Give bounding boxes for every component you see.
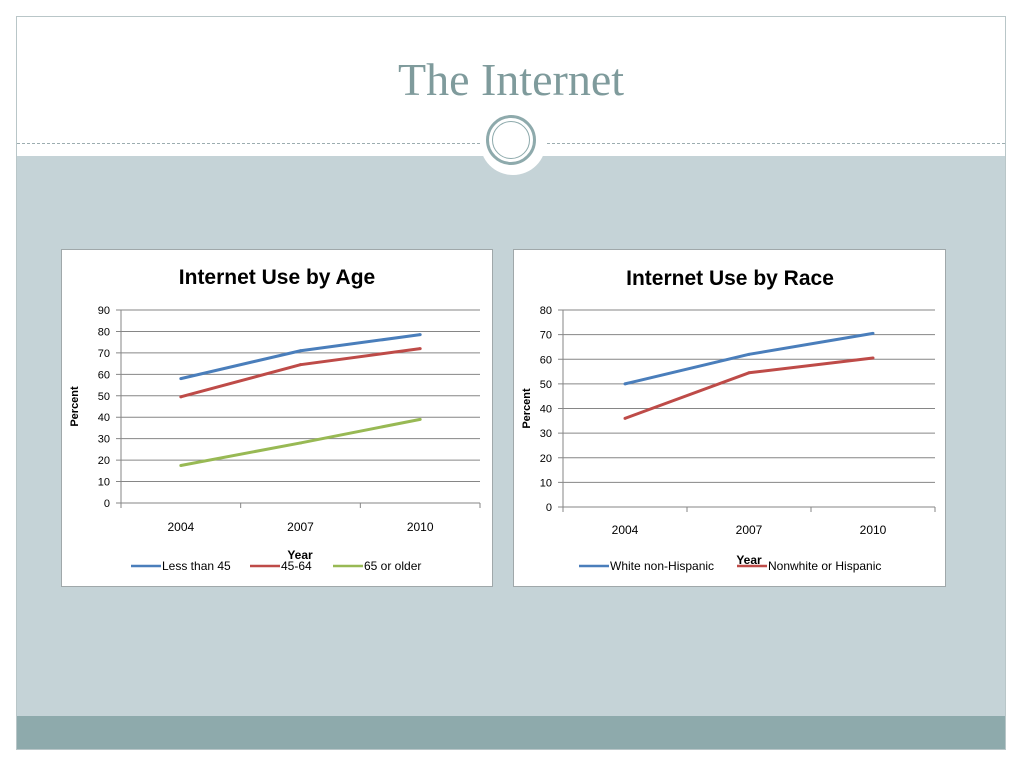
x-tick-label: 2010 <box>407 520 434 534</box>
y-tick-label: 90 <box>98 305 110 317</box>
data-point <box>871 331 875 335</box>
y-tick-label: 70 <box>98 348 110 360</box>
chart-age-svg: Internet Use by Age 0 10 20 30 40 50 60 70 80 90 20… <box>69 266 481 573</box>
chart-internet-use-by-race: Internet Use by Race 0 10 20 30 40 50 60 70 80 200… <box>513 249 946 587</box>
y-tick-label: 10 <box>540 477 552 489</box>
x-tick-label: 2010 <box>860 523 887 537</box>
data-point <box>747 371 751 375</box>
data-point <box>871 356 875 360</box>
series-line <box>624 356 874 420</box>
data-point <box>418 333 422 337</box>
ornament-inner-ring <box>492 121 530 159</box>
series-line <box>180 333 421 381</box>
y-tick-label: 80 <box>540 305 552 317</box>
y-tick-label: 0 <box>546 502 552 514</box>
data-point <box>299 441 302 445</box>
y-tick-label: 80 <box>98 326 110 338</box>
y-tick-label: 40 <box>98 412 110 424</box>
series-line <box>180 347 421 399</box>
legend-label: 45-64 <box>281 559 312 573</box>
y-tick-label: 20 <box>540 453 552 465</box>
y-tick-label: 60 <box>540 354 552 366</box>
y-tick-label: 20 <box>98 455 110 467</box>
chart-race-svg: Internet Use by Race 0 10 20 30 40 50 60 70 80 200… <box>521 267 936 573</box>
y-tick-label: 70 <box>540 330 552 342</box>
y-tick-label: 10 <box>98 477 110 489</box>
x-axis-title: Year <box>736 553 762 567</box>
legend-label: 65 or older <box>364 559 421 573</box>
series-line <box>624 331 874 386</box>
data-point <box>179 463 183 467</box>
x-tick-label: 2007 <box>287 520 314 534</box>
slide-title: The Internet <box>397 54 625 105</box>
chart-title: Internet Use by Age <box>179 266 375 289</box>
y-tick-label: 30 <box>540 428 552 440</box>
chart-internet-use-by-age: Internet Use by Age 0 10 20 30 40 50 60 70 80 90 20… <box>61 249 493 587</box>
data-point <box>299 363 302 367</box>
data-point <box>418 417 422 421</box>
legend-label: Nonwhite or Hispanic <box>768 559 881 573</box>
chart-title: Internet Use by Race <box>626 267 834 290</box>
data-point <box>179 395 183 399</box>
y-tick-label: 30 <box>98 434 110 446</box>
data-point <box>418 347 422 351</box>
y-axis-title: Percent <box>69 386 81 427</box>
data-point <box>623 416 627 420</box>
legend-label: Less than 45 <box>162 559 231 573</box>
x-axis-title: Year <box>287 548 313 562</box>
data-point <box>299 349 302 353</box>
x-tick-label: 2004 <box>167 520 194 534</box>
y-tick-label: 40 <box>540 404 552 416</box>
legend-label: White non-Hispanic <box>610 559 714 573</box>
y-tick-label: 0 <box>104 498 110 510</box>
data-point <box>747 352 751 356</box>
footer-band <box>17 716 1005 749</box>
y-tick-label: 60 <box>98 369 110 381</box>
data-point <box>623 382 627 386</box>
y-axis-title: Percent <box>521 388 533 429</box>
data-point <box>179 377 183 381</box>
x-tick-label: 2004 <box>612 523 639 537</box>
y-tick-label: 50 <box>98 391 110 403</box>
x-tick-label: 2007 <box>736 523 763 537</box>
y-tick-label: 50 <box>540 379 552 391</box>
